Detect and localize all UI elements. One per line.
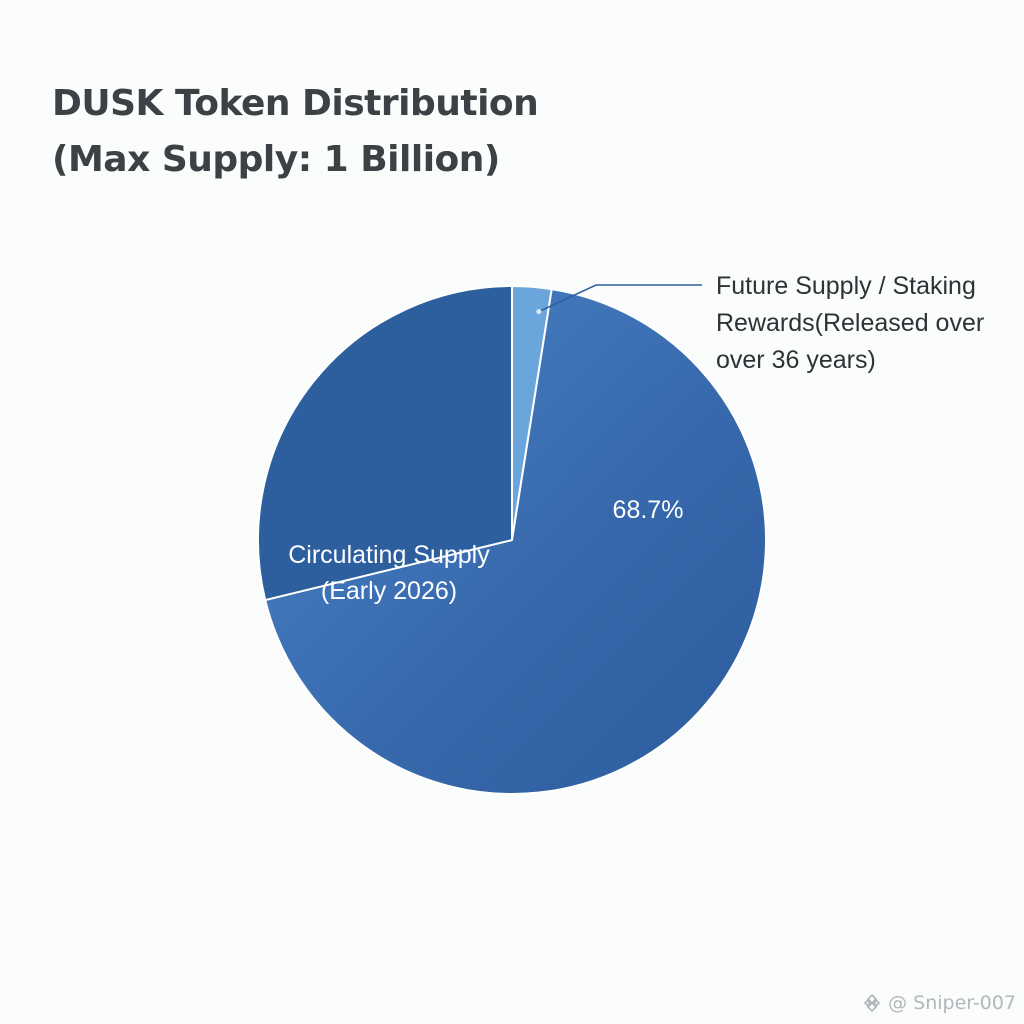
pie-labels: 68.7% Circulating Supply (Early 2026) Futur…: [288, 272, 984, 605]
chart-title: DUSK Token Distribution (Max Supply: 1 B…: [52, 76, 539, 188]
pie-slice-68-7: [264, 288, 767, 795]
pie-slices: [257, 285, 767, 795]
watermark: @ Sniper-007: [862, 992, 1016, 1014]
chart-title-line-2: (Max Supply: 1 Billion): [52, 139, 500, 180]
chart-title-line-1: DUSK Token Distribution: [52, 83, 539, 124]
slice-label-circulating-supply-early: Circulating Supply (Early 2026): [288, 541, 490, 605]
slice-label-68-7: 68.7%: [613, 496, 684, 524]
pie-slice-circulating-supply-early: [257, 285, 513, 602]
watermark-text: @ Sniper-007: [888, 992, 1016, 1014]
callout-anchor-dot: [536, 309, 542, 315]
callout-label-future-supply: Future Supply / Staking Rewards(Released …: [716, 272, 984, 374]
callout-leader-line: [538, 284, 702, 313]
binance-logo-icon: [863, 993, 881, 1013]
